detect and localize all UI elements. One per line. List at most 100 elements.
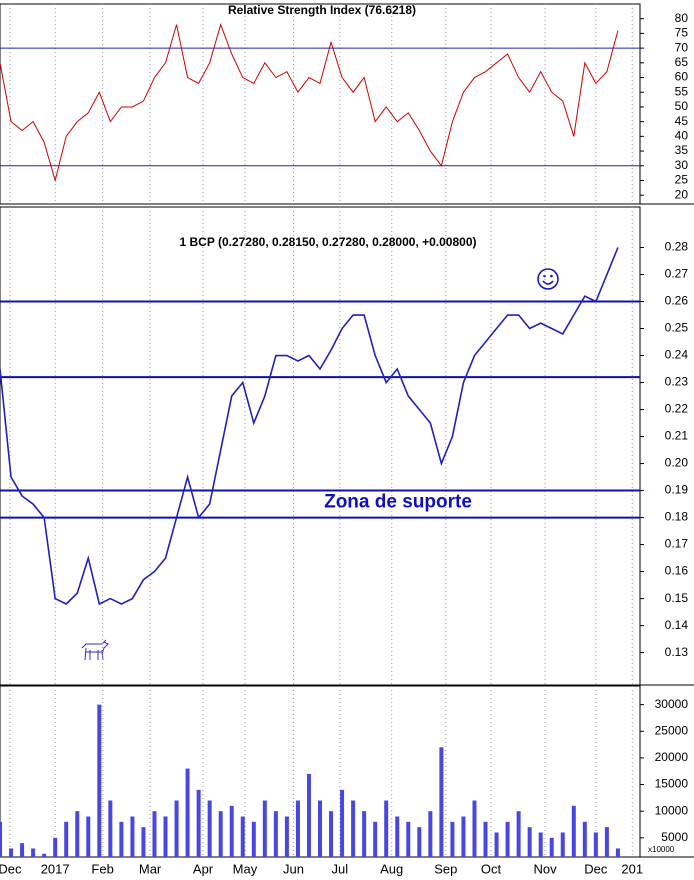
bar xyxy=(53,837,58,857)
y-tick-label: 20000 xyxy=(655,750,689,764)
y-tick-label: 0.25 xyxy=(665,321,689,335)
y-tick-label: 0.13 xyxy=(665,645,689,659)
bar xyxy=(108,800,113,857)
x-tick-label: Mar xyxy=(139,861,162,876)
bar xyxy=(240,816,245,857)
x-tick-label: Dec xyxy=(584,861,608,876)
bar xyxy=(538,832,543,857)
bar xyxy=(516,811,521,857)
bar xyxy=(527,827,532,857)
bar xyxy=(20,843,25,857)
data-line xyxy=(0,247,619,606)
bar xyxy=(130,816,135,857)
bar xyxy=(428,811,433,857)
y-tick-label: 25000 xyxy=(655,723,689,737)
bar xyxy=(395,816,400,857)
bar xyxy=(472,800,477,857)
y-tick-label: 0.18 xyxy=(665,510,689,524)
bar xyxy=(318,800,322,857)
x-tick-label: Dec xyxy=(0,861,22,876)
bar xyxy=(362,811,367,857)
y-tick-label: 65 xyxy=(675,55,689,69)
y-tick-label: 0.24 xyxy=(665,348,689,362)
x-tick-label: May xyxy=(233,861,258,876)
y-tick-label: 0.22 xyxy=(665,402,689,416)
bar xyxy=(196,789,201,857)
x-tick-label: Apr xyxy=(193,861,214,876)
bar xyxy=(604,827,609,857)
x-tick-label: Oct xyxy=(481,861,502,876)
bar xyxy=(406,821,411,857)
unit-label: x10000 xyxy=(648,845,675,854)
bar xyxy=(251,821,256,857)
bar xyxy=(64,821,69,857)
bar xyxy=(384,800,389,857)
bar xyxy=(218,811,223,857)
y-tick-label: 55 xyxy=(675,84,689,98)
bar xyxy=(351,800,356,857)
y-tick-label: 0.27 xyxy=(665,267,689,281)
bar xyxy=(42,853,47,857)
bar xyxy=(86,816,91,857)
bar xyxy=(483,821,488,857)
bar xyxy=(207,800,212,857)
y-tick-label: 0.21 xyxy=(665,429,689,443)
bar xyxy=(461,816,466,857)
y-tick-label: 30 xyxy=(675,158,689,172)
x-tick-label: Jun xyxy=(283,861,304,876)
y-tick-label: 0.28 xyxy=(665,240,689,254)
bar xyxy=(119,821,124,857)
y-tick-label: 80 xyxy=(675,11,689,25)
bar xyxy=(97,704,102,857)
bar xyxy=(505,821,510,857)
bar xyxy=(273,811,278,857)
bar xyxy=(152,811,157,857)
bar xyxy=(284,816,289,857)
y-tick-label: 50 xyxy=(675,99,689,113)
bar xyxy=(494,832,499,857)
y-tick-label: 0.20 xyxy=(665,456,689,470)
y-tick-label: 15000 xyxy=(655,777,689,791)
bar xyxy=(75,811,80,857)
bar xyxy=(141,827,146,857)
y-tick-label: 75 xyxy=(675,26,689,40)
bar xyxy=(31,848,36,857)
x-tick-label: Jul xyxy=(332,861,349,876)
y-tick-label: 5000 xyxy=(661,830,688,844)
data-line xyxy=(0,22,619,183)
y-tick-label: 20 xyxy=(675,187,689,201)
y-tick-label: 25 xyxy=(675,173,689,187)
y-tick-label: 0.19 xyxy=(665,483,689,497)
y-tick-label: 0.16 xyxy=(665,564,689,578)
bar xyxy=(229,805,234,857)
bar xyxy=(295,800,300,857)
x-tick-label: Sep xyxy=(434,861,457,876)
panel-title: Relative Strength Index (76.6218) xyxy=(228,3,416,17)
y-tick-label: 0.23 xyxy=(665,375,689,389)
bar xyxy=(549,837,554,857)
y-tick-label: 70 xyxy=(675,40,689,54)
x-tick-label: 201 xyxy=(621,861,643,876)
y-tick-label: 0.26 xyxy=(665,294,689,308)
y-tick-label: 0.15 xyxy=(665,591,689,605)
bar xyxy=(582,821,587,857)
panel-title: 1 BCP (0.27280, 0.28150, 0.27280, 0.2800… xyxy=(179,235,476,249)
y-tick-label: 30000 xyxy=(655,697,689,711)
bar xyxy=(306,773,311,857)
x-tick-label: Nov xyxy=(534,861,558,876)
bar xyxy=(9,848,14,857)
bar xyxy=(615,848,620,857)
annotation: Zona de suporte xyxy=(324,492,472,513)
y-tick-label: 35 xyxy=(675,143,689,157)
y-tick-label: 0.17 xyxy=(665,537,689,551)
bar xyxy=(450,821,455,857)
bar xyxy=(439,747,444,857)
bar xyxy=(163,816,168,857)
bar xyxy=(262,800,267,857)
x-tick-label: Aug xyxy=(380,861,403,876)
bar xyxy=(185,768,190,857)
bar xyxy=(417,827,422,857)
bar xyxy=(174,800,179,857)
